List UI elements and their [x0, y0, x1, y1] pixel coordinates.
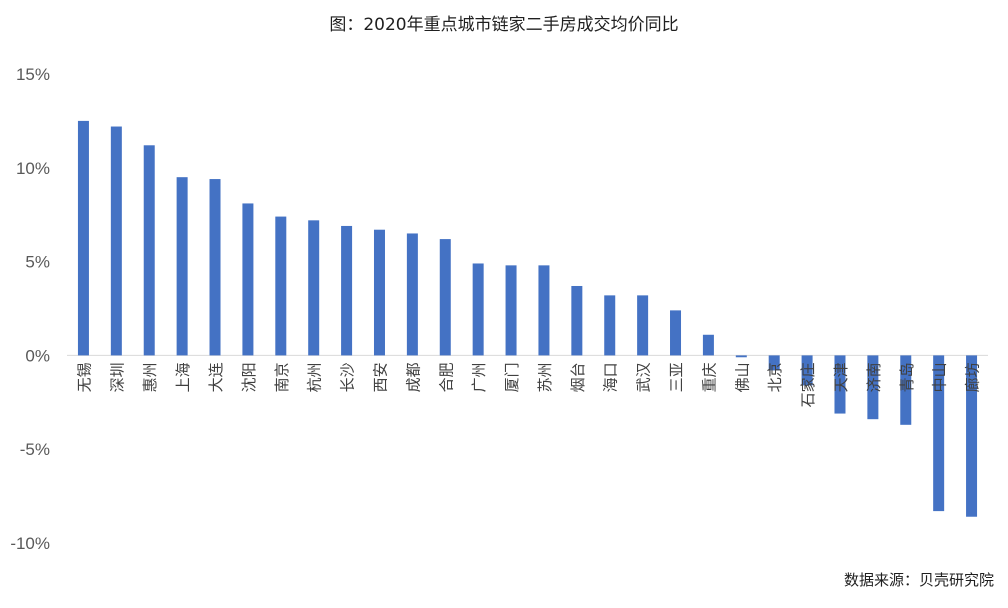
- bar-1: [110, 126, 122, 356]
- bar-12: [472, 263, 484, 356]
- chart-title: 图：2020年重点城市链家二手房成交均价同比: [329, 15, 679, 35]
- bar-9: [373, 229, 385, 356]
- category-label: 廊坊: [964, 362, 982, 392]
- y-tick-label: 10%: [16, 159, 50, 178]
- category-label: 天津: [832, 362, 850, 392]
- category-label: 三亚: [668, 362, 686, 392]
- bar-2: [143, 145, 155, 356]
- bar-25: [900, 355, 912, 425]
- bar-22: [801, 355, 813, 386]
- bar-8: [341, 225, 353, 356]
- bar-27: [966, 355, 978, 517]
- category-label: 合肥: [437, 362, 455, 392]
- bar-14: [538, 265, 550, 356]
- category-label: 惠州: [141, 362, 159, 392]
- bar-20: [735, 355, 747, 358]
- category-label: 沈阳: [240, 362, 258, 392]
- bar-21: [768, 355, 780, 371]
- bar-19: [702, 334, 714, 356]
- bar-16: [604, 295, 616, 356]
- bar-26: [933, 355, 945, 512]
- y-tick-label: 0%: [25, 346, 50, 365]
- category-label: 青岛: [898, 362, 916, 392]
- category-label: 杭州: [306, 362, 324, 392]
- category-label: 武汉: [635, 362, 653, 392]
- category-label: 中山: [931, 362, 949, 392]
- category-label: 佛山: [733, 362, 751, 392]
- category-label: 成都: [404, 362, 422, 392]
- category-label: 重庆: [700, 362, 718, 392]
- bar-4: [209, 179, 221, 356]
- category-label: 无锡: [75, 362, 93, 392]
- source-note: 数据来源：贝壳研究院: [843, 571, 994, 589]
- category-label: 北京: [766, 362, 784, 392]
- bar-6: [275, 216, 287, 356]
- bar-10: [406, 233, 418, 356]
- bar-23: [834, 355, 846, 414]
- category-label: 海口: [602, 362, 620, 392]
- category-label: 苏州: [536, 362, 554, 392]
- category-label: 南京: [273, 362, 291, 392]
- bar-5: [242, 203, 254, 356]
- y-tick-label: -10%: [10, 534, 50, 553]
- category-label: 大连: [207, 362, 225, 392]
- category-label: 厦门: [503, 362, 521, 392]
- category-label: 长沙: [339, 362, 357, 392]
- category-label: 石家庄: [799, 362, 817, 407]
- category-label: 广州: [470, 362, 488, 392]
- category-label: 烟台: [569, 362, 587, 392]
- category-label: 济南: [865, 362, 883, 392]
- y-tick-label: 5%: [25, 253, 50, 272]
- bar-15: [571, 285, 583, 356]
- bar-24: [867, 355, 879, 420]
- y-tick-label: -5%: [20, 440, 50, 459]
- bar-13: [505, 265, 517, 356]
- bar-7: [308, 220, 320, 356]
- bar-17: [637, 295, 649, 356]
- y-tick-label: 15%: [16, 65, 50, 84]
- bar-11: [439, 239, 451, 356]
- bar-3: [176, 177, 188, 356]
- bar-18: [670, 310, 682, 356]
- category-label: 深圳: [108, 362, 126, 392]
- bar-0: [77, 120, 89, 356]
- category-label: 上海: [174, 362, 192, 392]
- category-label: 西安: [371, 362, 389, 392]
